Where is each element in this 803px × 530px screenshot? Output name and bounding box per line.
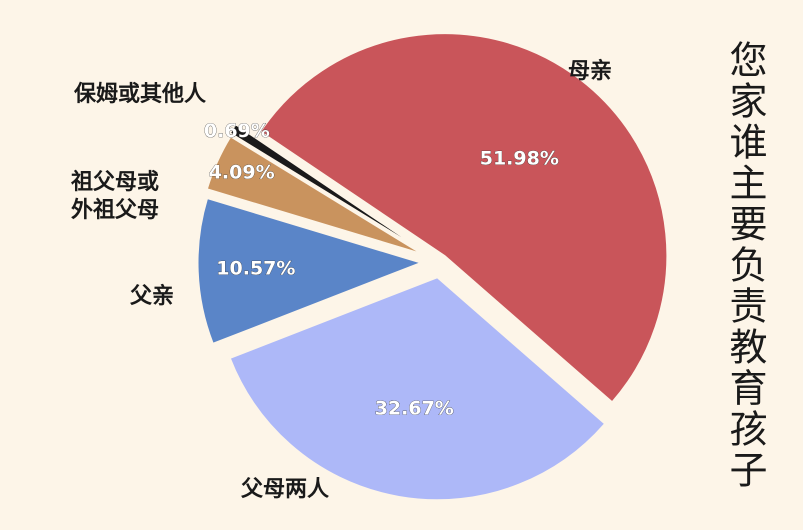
category-label: 祖父母或外祖父母 — [71, 169, 159, 223]
value-label: 4.09% — [209, 162, 275, 184]
pie-slice — [229, 277, 606, 501]
value-label: 10.57% — [216, 258, 295, 280]
category-label: 父亲 — [130, 284, 174, 309]
pie-slice — [260, 33, 668, 403]
pie-slice — [197, 198, 422, 344]
pie-slice — [206, 136, 421, 254]
category-label-line: 母亲 — [568, 59, 612, 84]
category-label: 母亲 — [568, 59, 612, 84]
category-label: 父母两人 — [241, 477, 329, 502]
category-label-line: 保姆或其他人 — [73, 81, 206, 107]
category-label-line: 外祖父母 — [71, 197, 159, 223]
value-label: 32.67% — [375, 397, 454, 419]
category-label-line: 父亲 — [130, 284, 174, 309]
category-label-line: 祖父母或 — [71, 169, 159, 195]
category-label-line: 父母两人 — [241, 477, 329, 502]
pie-slice — [229, 124, 421, 250]
category-label: 保姆或其他人 — [73, 81, 206, 107]
value-label: 51.98% — [480, 147, 559, 169]
chart-title: 您家谁主要负责教育孩子 — [723, 40, 767, 491]
value-label: 0.69% — [204, 120, 270, 142]
